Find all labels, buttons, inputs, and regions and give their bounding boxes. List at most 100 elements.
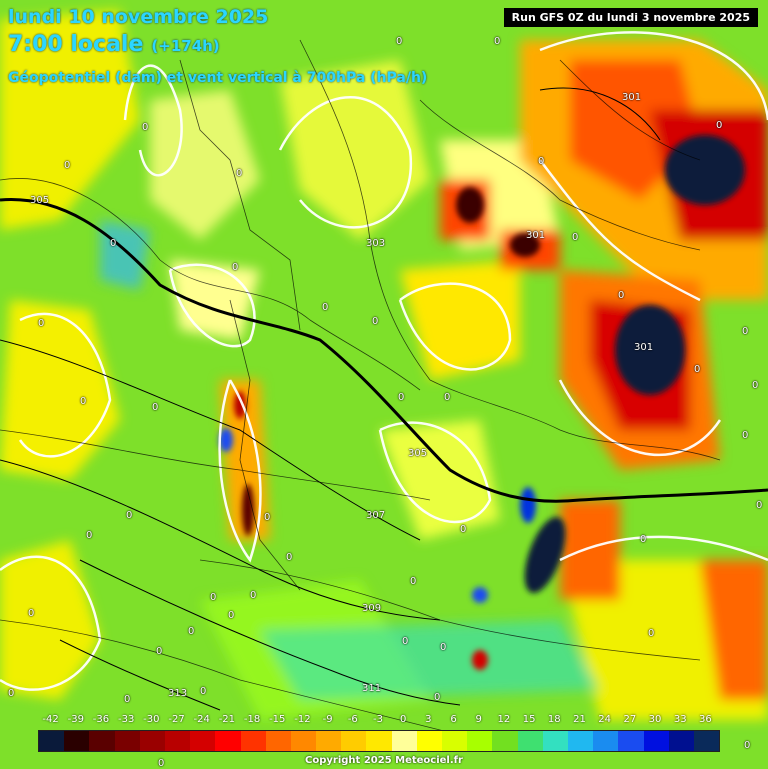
scale-swatch: [316, 731, 341, 751]
run-info: Run GFS 0Z du lundi 3 novembre 2025: [504, 8, 758, 27]
zero-label: 0: [264, 512, 270, 523]
zero-label: 0: [694, 364, 700, 375]
scale-swatch: [341, 731, 366, 751]
scale-swatch: [467, 731, 492, 751]
scale-swatch: [39, 731, 64, 751]
scale-swatch: [165, 731, 190, 751]
zero-label: 0: [38, 318, 44, 329]
zero-label: 0: [8, 688, 14, 699]
scale-tick-label: -24: [194, 714, 210, 725]
zero-label: 0: [124, 694, 130, 705]
scale-swatch: [215, 731, 240, 751]
scale-tick-label: -30: [143, 714, 159, 725]
contour-label: 301: [526, 230, 545, 241]
scale-tick-label: -39: [68, 714, 84, 725]
field-description: Géopotentiel (dam) et vent vertical à 70…: [8, 70, 427, 86]
scale-swatch: [568, 731, 593, 751]
zero-label: 0: [200, 686, 206, 697]
zero-label: 0: [110, 238, 116, 249]
zero-label: 0: [434, 692, 440, 703]
scale-tick-label: -33: [118, 714, 134, 725]
scale-tick-label: -6: [348, 714, 358, 725]
zero-label: 0: [440, 642, 446, 653]
zero-label: 0: [152, 402, 158, 413]
scale-tick-label: 24: [598, 714, 611, 725]
contour-label: 309: [362, 603, 381, 614]
zero-label: 0: [752, 380, 758, 391]
scale-tick-label: 9: [476, 714, 482, 725]
scale-swatch: [291, 731, 316, 751]
scale-swatch: [669, 731, 694, 751]
zero-label: 0: [744, 740, 750, 751]
scale-tick-label: -18: [244, 714, 260, 725]
zero-label: 0: [756, 500, 762, 511]
contour-label: 311: [362, 683, 381, 694]
zero-label: 0: [236, 168, 242, 179]
contour-label: 301: [622, 92, 641, 103]
contour-label: 305: [408, 448, 427, 459]
scale-swatch: [442, 731, 467, 751]
zero-label: 0: [742, 326, 748, 337]
scale-tick-label: -42: [42, 714, 58, 725]
copyright: Copyright 2025 Meteociel.fr: [0, 755, 768, 766]
zero-label: 0: [716, 120, 722, 131]
scale-swatch: [140, 731, 165, 751]
scale-swatch: [543, 731, 568, 751]
scale-swatch: [518, 731, 543, 751]
scale-tick-label: 3: [425, 714, 431, 725]
color-scale: [38, 730, 720, 752]
zero-label: 0: [742, 430, 748, 441]
scale-tick-label: 18: [548, 714, 561, 725]
map-time: 7:00 locale(+174h): [8, 32, 220, 57]
zero-label: 0: [396, 36, 402, 47]
scale-tick-label: 36: [699, 714, 712, 725]
zero-label: 0: [410, 576, 416, 587]
zero-label: 0: [572, 232, 578, 243]
contour-label: 313: [168, 688, 187, 699]
scale-tick-label: 30: [649, 714, 662, 725]
scale-swatch: [64, 731, 89, 751]
scale-swatch: [190, 731, 215, 751]
scale-swatch: [366, 731, 391, 751]
scale-tick-label: 33: [674, 714, 687, 725]
scale-tick-label: 12: [498, 714, 511, 725]
scale-swatch: [417, 731, 442, 751]
zero-label: 0: [398, 392, 404, 403]
scale-tick-label: -15: [269, 714, 285, 725]
scale-tick-label: -9: [323, 714, 333, 725]
scale-swatch: [392, 731, 417, 751]
zero-label: 0: [210, 592, 216, 603]
contour-label: 307: [366, 510, 385, 521]
zero-label: 0: [188, 626, 194, 637]
scale-tick-label: 15: [523, 714, 536, 725]
zero-label: 0: [494, 36, 500, 47]
scale-tick-label: 0: [400, 714, 406, 725]
zero-label: 0: [444, 392, 450, 403]
zero-label: 0: [648, 628, 654, 639]
zero-label: 0: [538, 156, 544, 167]
zero-label: 0: [64, 160, 70, 171]
scale-tick-label: -21: [219, 714, 235, 725]
zero-label: 0: [460, 524, 466, 535]
contour-label: 301: [634, 342, 653, 353]
scale-tick-label: -36: [93, 714, 109, 725]
contour-label: 305: [30, 195, 49, 206]
scale-tick-label: 21: [573, 714, 586, 725]
scale-tick-label: 6: [450, 714, 456, 725]
scale-swatch: [241, 731, 266, 751]
map-date: lundi 10 novembre 2025: [8, 6, 268, 28]
zero-label: 0: [156, 646, 162, 657]
zero-label: 0: [80, 396, 86, 407]
zero-label: 0: [286, 552, 292, 563]
zero-label: 0: [618, 290, 624, 301]
zero-label: 0: [86, 530, 92, 541]
scale-swatch: [89, 731, 114, 751]
scale-tick-label: -12: [294, 714, 310, 725]
scale-tick-label: 27: [623, 714, 636, 725]
scale-tick-label: -3: [373, 714, 383, 725]
scale-swatch: [266, 731, 291, 751]
scale-swatch: [492, 731, 517, 751]
zero-label: 0: [640, 534, 646, 545]
contour-label: 303: [366, 238, 385, 249]
